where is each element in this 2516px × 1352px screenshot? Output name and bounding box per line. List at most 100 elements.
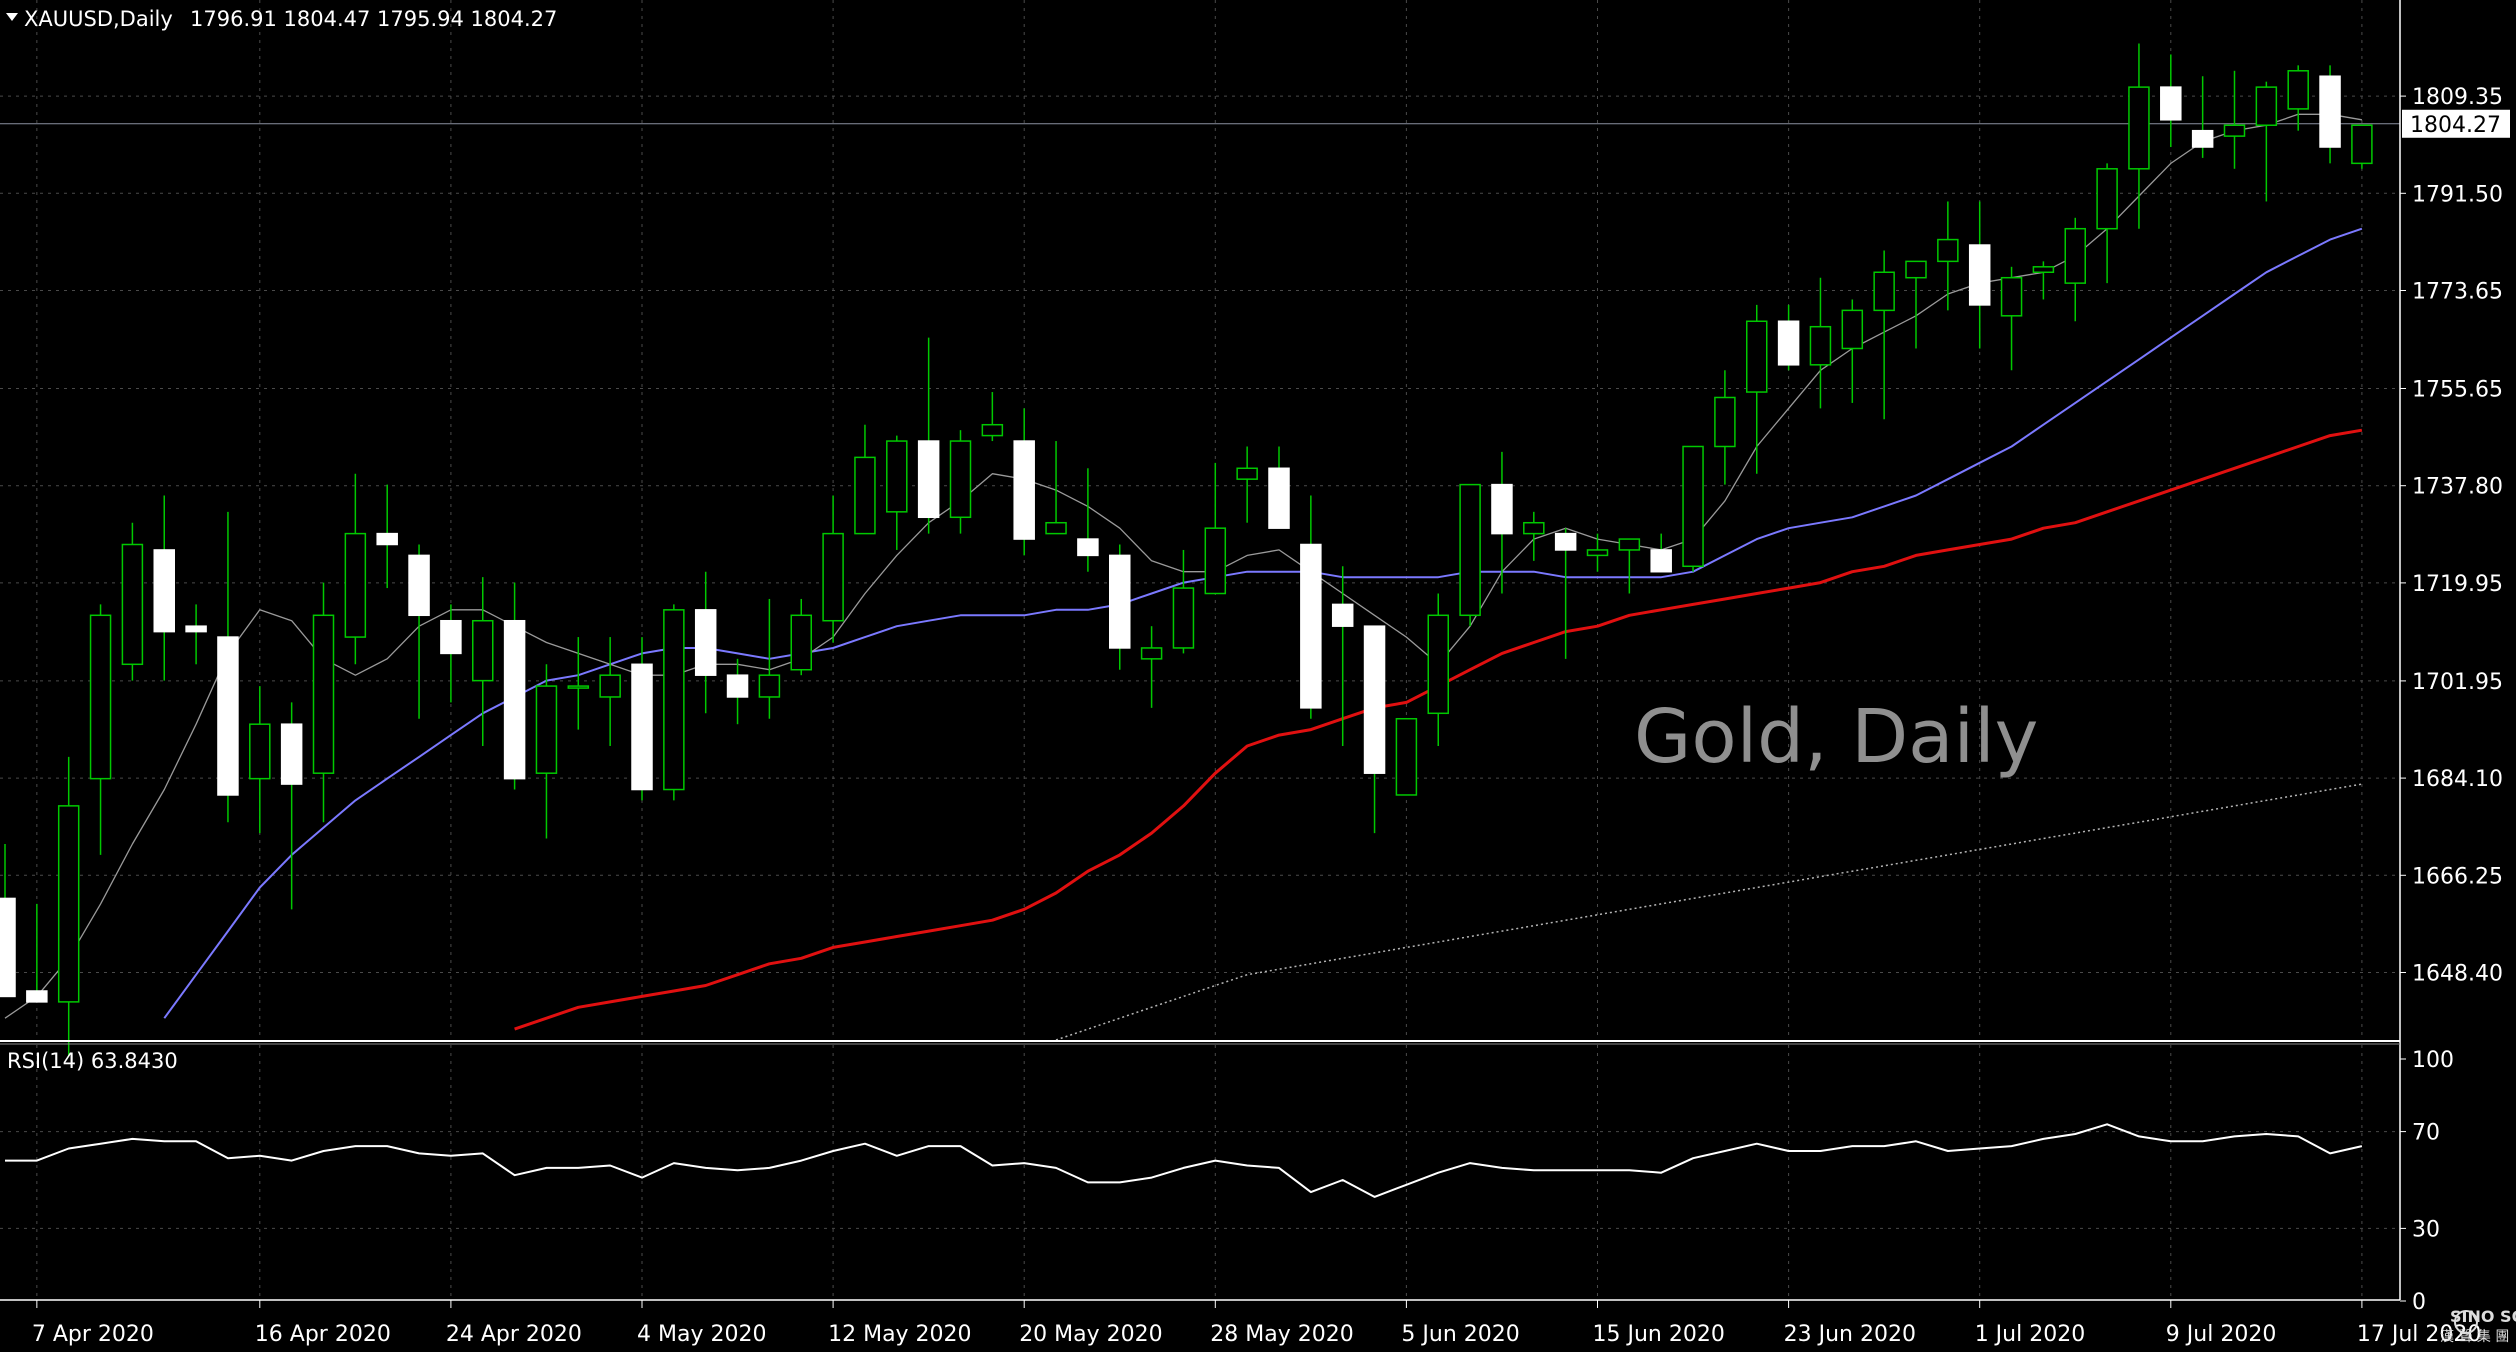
candle-body — [663, 609, 685, 791]
candle — [535, 664, 558, 839]
candle — [1937, 201, 1959, 311]
candle — [1714, 370, 1736, 485]
candle — [567, 637, 590, 730]
candle-body — [1968, 244, 1991, 306]
time-axis[interactable]: 7 Apr 2020 16 Apr 2020 24 Apr 2020 4 May 20… — [32, 1300, 2482, 1347]
candle — [1809, 277, 1832, 409]
candle-body — [790, 614, 812, 671]
candle-body — [1714, 396, 1736, 448]
candle — [121, 522, 144, 681]
candle — [503, 582, 526, 790]
candle-body — [1586, 549, 1609, 557]
candle — [2255, 81, 2278, 202]
rsi-axis: 100 70 30 0 — [2400, 1048, 2454, 1315]
candle — [2319, 65, 2341, 164]
chart-ohlc: 1796.91 1804.47 1795.94 1804.27 — [190, 7, 557, 31]
candle-body — [631, 663, 653, 791]
candle — [217, 511, 239, 823]
candle — [1427, 593, 1449, 746]
candle — [1045, 441, 1067, 535]
candle — [26, 903, 48, 1003]
logo-text: SINO SOUND — [2450, 1307, 2516, 1326]
candle-body — [949, 440, 972, 519]
candle — [2064, 217, 2086, 322]
ma-20-line — [163, 227, 2363, 1019]
candle-body — [408, 554, 430, 617]
candle-body — [344, 532, 367, 638]
rsi-label: RSI(14) 63.8430 — [7, 1049, 178, 1073]
time-tick-label: 5 Jun 2020 — [1401, 1322, 1519, 1347]
candle — [981, 392, 1004, 442]
symbol-dropdown-icon[interactable] — [6, 13, 18, 21]
candle — [1395, 717, 1418, 796]
candle-body — [0, 897, 16, 998]
candle-body — [153, 549, 175, 633]
time-tick-label: 17 Jul 2020 — [2357, 1322, 2482, 1347]
candle-body — [472, 619, 494, 682]
sino-sound-logo: SINO SOUND 漢 聲 集 團 — [2440, 1307, 2516, 1345]
candle-body — [694, 609, 717, 676]
candle-body — [1682, 445, 1704, 568]
candle-body — [2319, 75, 2341, 148]
candle-body — [1937, 238, 1959, 263]
candle-body — [726, 674, 749, 698]
candle — [631, 637, 653, 801]
candle-body — [1300, 543, 1322, 709]
candle — [408, 544, 430, 719]
candle — [1618, 538, 1641, 594]
candle — [440, 604, 462, 703]
price-tick-label: 1684.10 — [2412, 767, 2503, 792]
rsi-tick-label: 100 — [2412, 1048, 2454, 1073]
time-tick-label: 16 Apr 2020 — [255, 1322, 391, 1347]
candle-body — [1618, 538, 1641, 551]
candle-body — [2096, 168, 2118, 230]
candle — [822, 495, 844, 643]
candle — [249, 686, 271, 834]
candle-body — [1013, 440, 1035, 540]
price-tick-label: 1791.50 — [2412, 182, 2503, 207]
candle-body — [2128, 86, 2150, 170]
candle — [1682, 445, 1704, 572]
candle-body — [1363, 625, 1386, 774]
candle — [1746, 304, 1768, 474]
candle-body — [758, 674, 781, 698]
candle — [1172, 549, 1195, 654]
candle — [1363, 625, 1386, 834]
candle — [1586, 533, 1609, 572]
candle — [917, 337, 940, 534]
candle-body — [599, 674, 621, 698]
chart-symbol: XAUUSD,Daily — [24, 7, 173, 31]
rsi-series — [5, 1123, 2363, 1198]
candle — [376, 484, 398, 589]
candle — [472, 577, 494, 746]
candle — [2096, 163, 2118, 284]
candle-body — [981, 423, 1004, 437]
candle-body — [376, 532, 398, 546]
candle — [2032, 261, 2055, 300]
price-axis[interactable]: 1648.40 1666.25 1684.10 1701.95 1719.95 1737.… — [2400, 85, 2510, 986]
candle — [344, 473, 367, 665]
candle-body — [822, 532, 844, 622]
candle-body — [1077, 538, 1099, 557]
candle — [1268, 446, 1290, 529]
candle — [1968, 201, 1991, 349]
candle — [1204, 462, 1227, 595]
candle-body — [1459, 483, 1481, 617]
candle — [1300, 495, 1322, 719]
candle-body — [1395, 717, 1418, 796]
time-tick-label: 24 Apr 2020 — [446, 1322, 582, 1347]
candle-body — [185, 625, 207, 633]
candle-body — [1491, 483, 1513, 535]
candle-body — [1841, 309, 1864, 350]
candles — [0, 43, 2373, 1057]
rsi-line — [5, 1123, 2363, 1198]
candle — [1109, 544, 1131, 670]
price-tick-label: 1719.95 — [2412, 572, 2503, 597]
last-price-box — [2402, 109, 2510, 138]
candle-body — [854, 456, 876, 535]
candle-body — [503, 619, 526, 780]
candle-body — [1331, 603, 1354, 627]
candle-body — [1236, 467, 1258, 480]
candle-body — [1172, 587, 1195, 649]
